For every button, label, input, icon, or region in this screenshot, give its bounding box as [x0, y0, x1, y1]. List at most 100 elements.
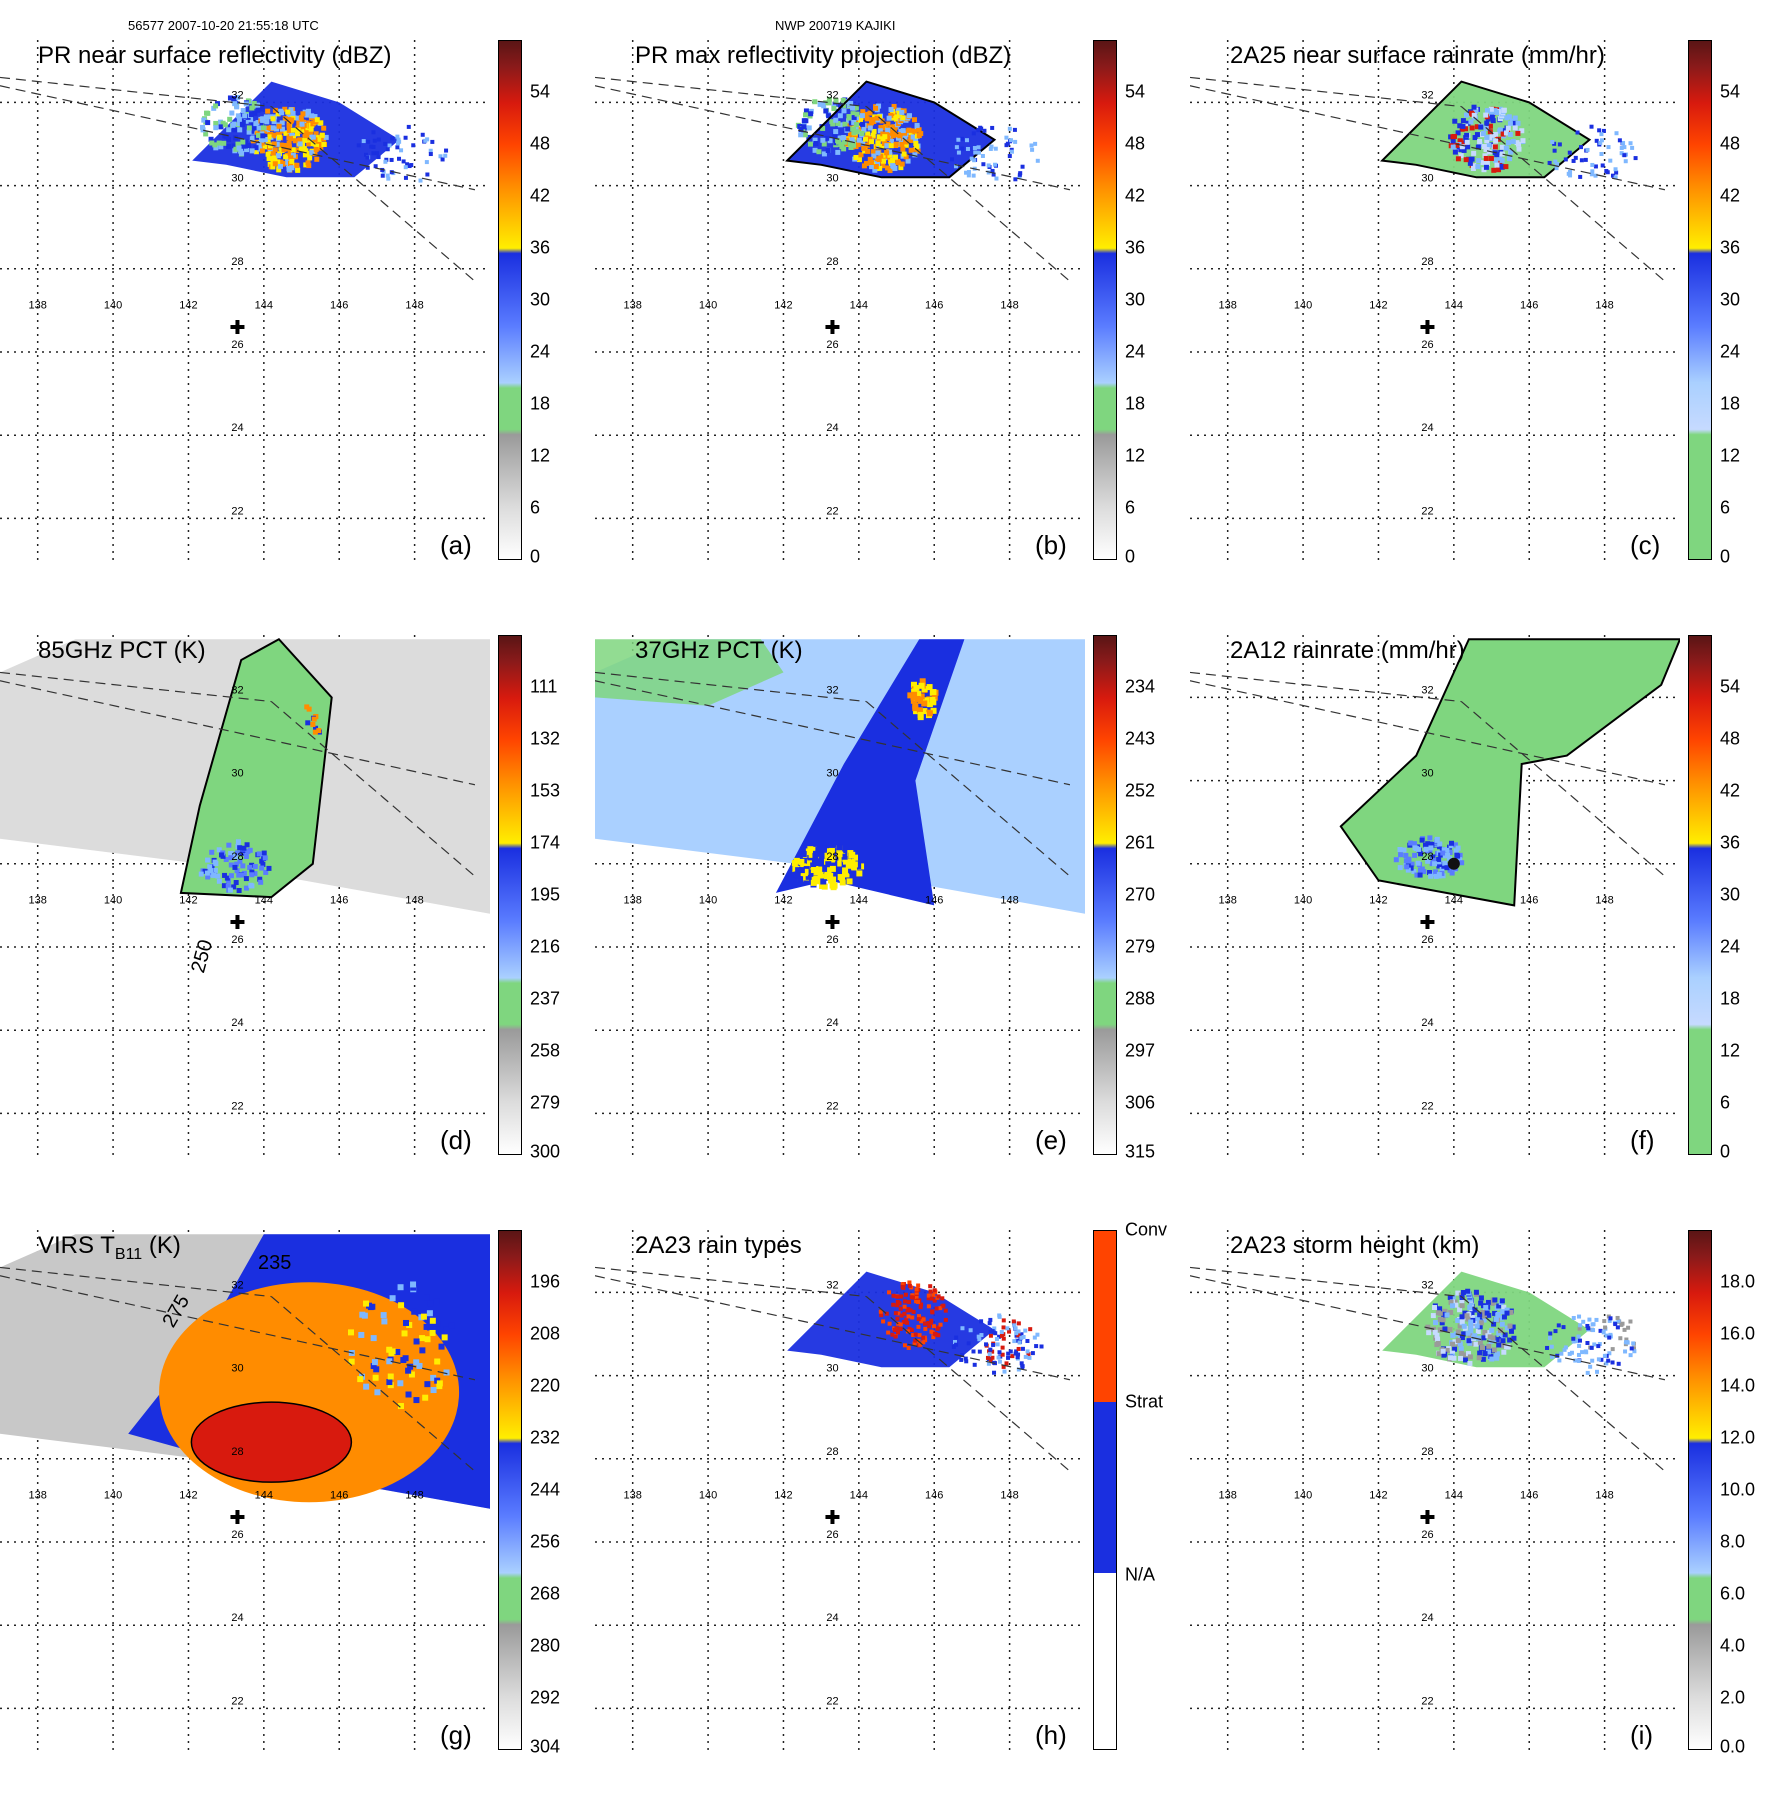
colorbar-tick: 16.0 [1720, 1323, 1756, 1344]
lon-label-138: 138 [1219, 1489, 1237, 1501]
colorbar-tick: 42 [1720, 780, 1741, 801]
panel-a: 138 140 142 144 146 148 32 30 28 26 24 22 PR near su… [0, 40, 590, 630]
lat-label-26: 26 [231, 339, 243, 351]
lon-label-142: 142 [179, 1489, 197, 1501]
lat-label-26: 26 [1421, 934, 1433, 946]
lon-label-146: 146 [1520, 1489, 1538, 1501]
panel-h: 138 140 142 144 146 148 32 30 28 26 24 22 2A23 rain … [595, 1220, 1185, 1820]
lat-label-24: 24 [826, 1612, 838, 1624]
colorbar-tick: 42 [1720, 185, 1741, 206]
colorbar-i [1688, 1230, 1712, 1750]
data-field [787, 1271, 1044, 1375]
lat-label-22: 22 [1421, 1100, 1433, 1112]
lat-label-22: 22 [826, 505, 838, 517]
colorbar-tick: 6 [530, 497, 541, 518]
lat-label-26: 26 [231, 1529, 243, 1541]
map-plot-e: 138 140 142 144 146 148 32 30 28 26 24 22 [595, 635, 1085, 1155]
panel-letter-i: (i) [1630, 1720, 1654, 1750]
panel-title-text: 85GHz PCT (K) [38, 637, 206, 664]
lat-label-28: 28 [826, 851, 838, 863]
colorbar-tick: 36 [1720, 832, 1741, 853]
lat-label-22: 22 [231, 1100, 243, 1112]
panel-title-c: 2A25 near surface rainrate (mm/hr) [1230, 42, 1605, 70]
lat-label-32: 32 [826, 89, 838, 101]
colorbar-tick: 42 [530, 185, 551, 206]
lon-label-138: 138 [29, 894, 47, 906]
colorbar-tick: 111 [530, 676, 558, 697]
lat-label-32: 32 [231, 1279, 243, 1291]
lon-label-142: 142 [179, 299, 197, 311]
panel-letter-c: (c) [1630, 530, 1661, 560]
lon-label-140: 140 [1294, 894, 1312, 906]
colorbar-tick: 268 [530, 1583, 561, 1604]
lon-label-148: 148 [1000, 1489, 1018, 1501]
colorbar-tick: 288 [1125, 988, 1156, 1009]
lat-label-30: 30 [1421, 1363, 1433, 1375]
lat-label-30: 30 [826, 173, 838, 185]
lon-label-140: 140 [104, 1489, 122, 1501]
lon-label-140: 140 [104, 894, 122, 906]
lon-label-146: 146 [1520, 894, 1538, 906]
colorbar-tick: 48 [1720, 728, 1741, 749]
colorbar-tick: 18.0 [1720, 1271, 1756, 1292]
lat-label-30: 30 [1421, 173, 1433, 185]
colorbar-tick: 195 [530, 884, 561, 905]
map-plot-c: 138 140 142 144 146 148 32 30 28 26 24 22 [1190, 40, 1680, 560]
contour-label-1: 235 [258, 1252, 292, 1274]
lon-label-144: 144 [1445, 299, 1463, 311]
map-plot-d: 138 140 142 144 146 148 32 30 28 26 24 22 [0, 635, 490, 1155]
colorbar-tick: 270 [1125, 884, 1156, 905]
lon-label-148: 148 [1595, 1489, 1613, 1501]
panel-title-text: PR max reflectivity projection (dBZ) [635, 42, 1012, 69]
panel-title-text: 2A23 storm height (km) [1230, 1232, 1480, 1259]
lon-label-144: 144 [850, 1489, 868, 1501]
panel-title-i: 2A23 storm height (km) [1230, 1232, 1479, 1260]
lat-label-30: 30 [231, 1363, 243, 1375]
lat-label-24: 24 [231, 422, 243, 434]
panel-f: 138 140 142 144 146 148 32 30 28 26 24 22 2A12 rainr… [1190, 635, 1771, 1225]
colorbar-tick: 8.0 [1720, 1531, 1746, 1552]
lon-label-140: 140 [699, 1489, 717, 1501]
panel-title-text: PR near surface reflectivity (dBZ) [38, 42, 392, 69]
colorbar-g [498, 1230, 522, 1750]
colorbar-tick: 232 [530, 1427, 561, 1448]
storm-center-marker [230, 1510, 245, 1525]
lon-label-142: 142 [179, 894, 197, 906]
map-plot-f: 138 140 142 144 146 148 32 30 28 26 24 22 [1190, 635, 1680, 1155]
colorbar-tick: 12 [1720, 1040, 1741, 1061]
map-plot-i: 138 140 142 144 146 148 32 30 28 26 24 22 [1190, 1230, 1680, 1750]
storm-center-marker [825, 915, 840, 930]
colorbar-tick: 24 [1720, 341, 1741, 362]
colorbar-tick: 4.0 [1720, 1635, 1746, 1656]
colorbar-tick: Conv [1125, 1219, 1168, 1240]
lon-label-148: 148 [1595, 299, 1613, 311]
panel-c: 138 140 142 144 146 148 32 30 28 26 24 22 2A25 near … [1190, 40, 1771, 630]
colorbar-tick: 279 [1125, 936, 1156, 957]
colorbar-tick: 30 [530, 289, 551, 310]
lat-label-30: 30 [231, 768, 243, 780]
panel-title-text: VIRS T [38, 1232, 115, 1259]
lon-label-148: 148 [1000, 894, 1018, 906]
colorbar-tick: 292 [530, 1687, 561, 1708]
lat-label-24: 24 [231, 1612, 243, 1624]
lat-label-26: 26 [1421, 339, 1433, 351]
colorbar-tick: 237 [530, 988, 561, 1009]
colorbar-tick: 261 [1125, 832, 1156, 853]
colorbar-tick: 0.0 [1720, 1736, 1746, 1757]
lat-label-30: 30 [826, 1363, 838, 1375]
header-storm-name: NWP 200719 KAJIKI [775, 18, 896, 33]
lat-label-24: 24 [826, 1017, 838, 1029]
lon-label-140: 140 [104, 299, 122, 311]
lon-label-140: 140 [699, 894, 717, 906]
lat-label-22: 22 [1421, 505, 1433, 517]
colorbar-tick: 234 [1125, 676, 1156, 697]
lon-label-142: 142 [1369, 299, 1387, 311]
panel-letter-f: (f) [1630, 1125, 1655, 1155]
lon-label-142: 142 [1369, 1489, 1387, 1501]
lon-label-146: 146 [1520, 299, 1538, 311]
colorbar-tick: 18 [1720, 988, 1741, 1009]
colorbar-tick: 6.0 [1720, 1583, 1746, 1604]
panel-letter-g: (g) [440, 1720, 472, 1750]
data-field [0, 637, 490, 914]
panel-title-text: 2A12 rainrate (mm/hr) [1230, 637, 1465, 664]
